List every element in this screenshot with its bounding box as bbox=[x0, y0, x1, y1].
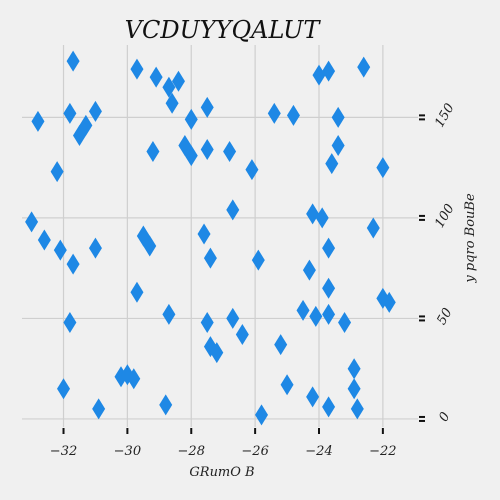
x-tick-label: −30 bbox=[114, 444, 141, 459]
chart-title: VCDUYYQALUT bbox=[125, 16, 322, 44]
y-axis-label: y pqro BouBe bbox=[463, 193, 478, 284]
x-tick-label: −24 bbox=[305, 444, 332, 459]
x-tick-label: −32 bbox=[50, 444, 77, 459]
x-tick-label: −28 bbox=[178, 444, 205, 459]
x-tick-label: −22 bbox=[369, 444, 396, 459]
x-tick-label: −26 bbox=[241, 444, 268, 459]
x-axis-label: GRumO B bbox=[189, 465, 254, 480]
